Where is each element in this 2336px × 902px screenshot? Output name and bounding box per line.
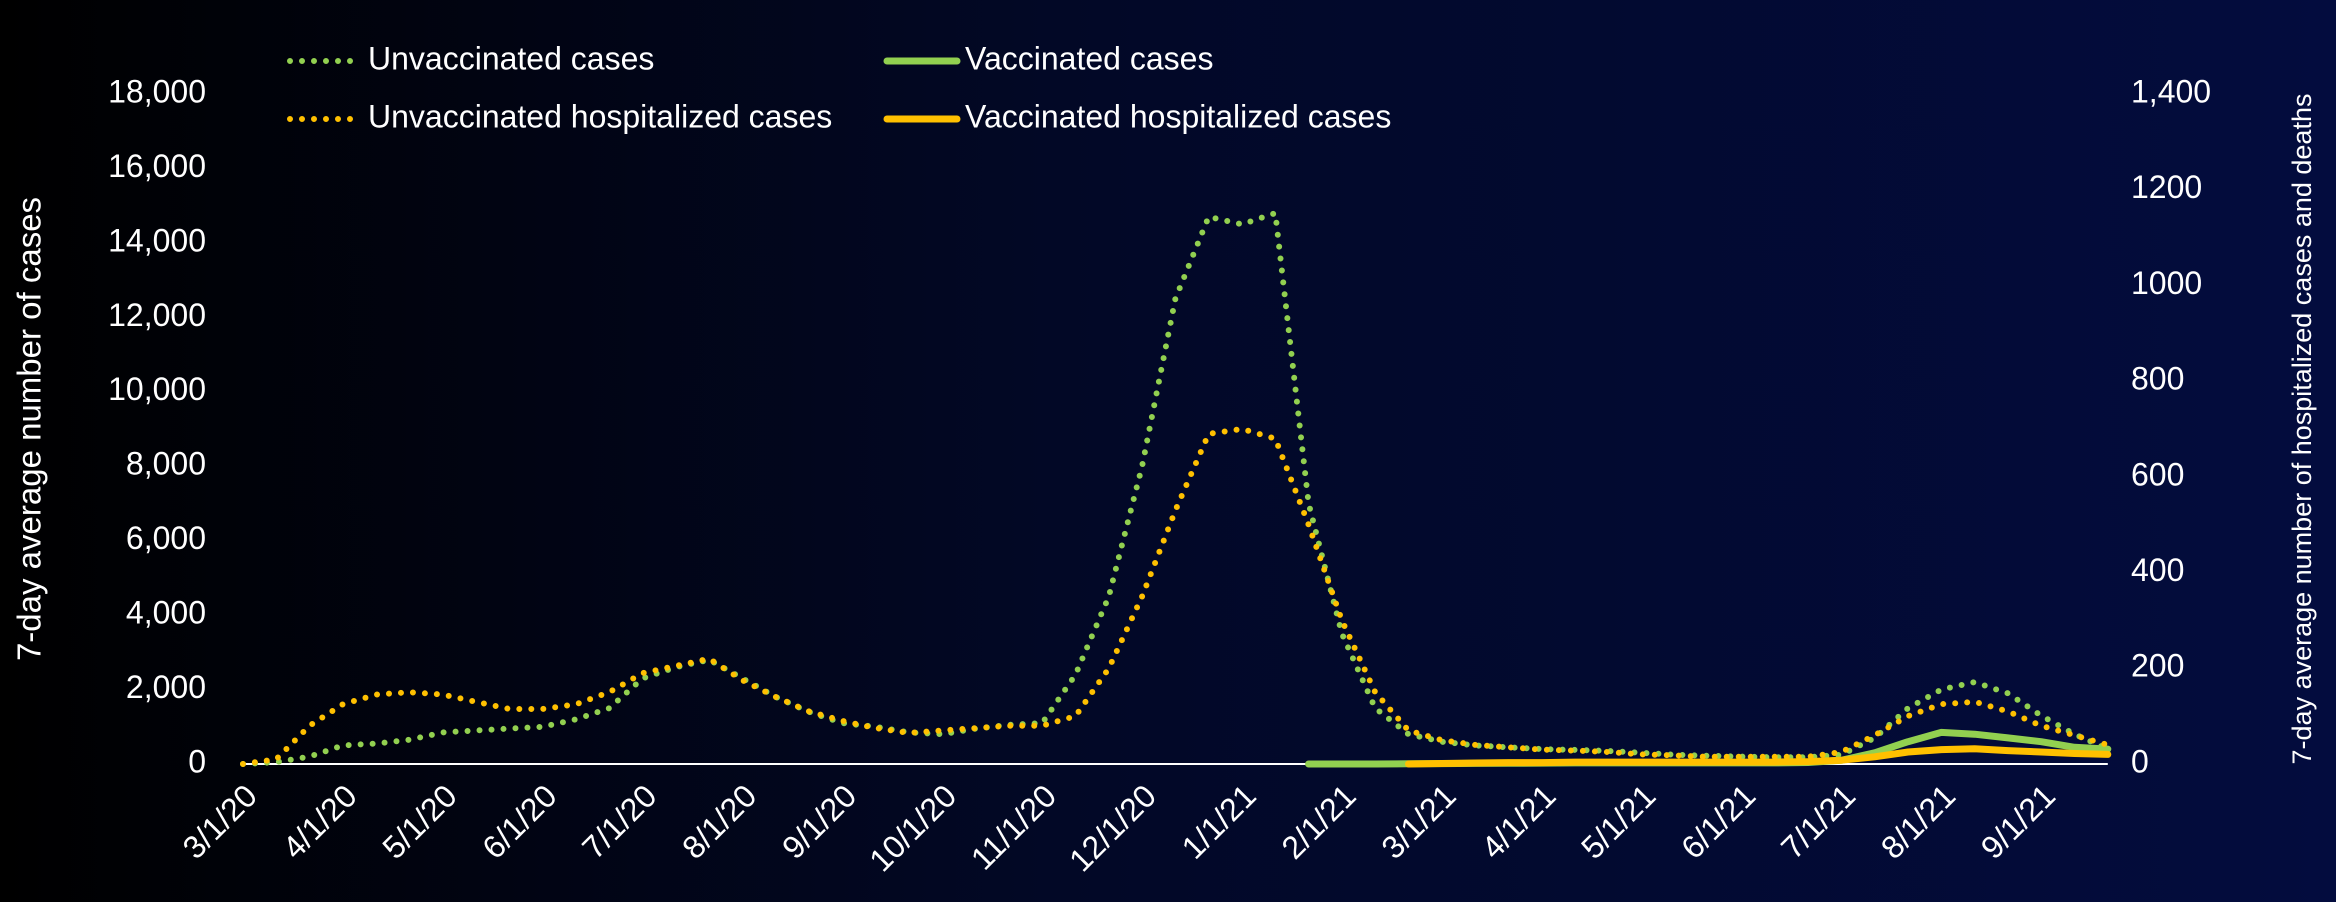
y2-tick-label: 200 [2131, 648, 2184, 684]
y2-axis-title: 7-day average number of hospitalized cas… [2287, 94, 2317, 765]
y-tick-label: 10,000 [108, 371, 206, 407]
y-tick-label: 18,000 [108, 73, 206, 109]
y-tick-label: 14,000 [108, 222, 206, 258]
y-tick-label: 4,000 [126, 595, 206, 631]
y-axis-title: 7-day average number of cases [11, 197, 48, 661]
y2-tick-label: 800 [2131, 361, 2184, 397]
y-tick-label: 6,000 [126, 520, 206, 556]
y-tick-label: 0 [188, 743, 206, 779]
legend-label: Vaccinated cases [965, 40, 1213, 76]
y-tick-label: 8,000 [126, 446, 206, 482]
series-line [1405, 745, 2112, 768]
series-line [240, 426, 2111, 767]
y2-tick-label: 600 [2131, 456, 2184, 492]
legend-label: Unvaccinated hospitalized cases [368, 98, 832, 134]
y2-tick-label: 1200 [2131, 169, 2202, 205]
series-line [240, 210, 2111, 767]
y-tick-label: 16,000 [108, 148, 206, 184]
legend-label: Unvaccinated cases [368, 40, 654, 76]
y2-tick-label: 1,400 [2131, 73, 2211, 109]
y-tick-label: 12,000 [108, 297, 206, 333]
y2-tick-label: 1000 [2131, 265, 2202, 301]
y2-tick-label: 400 [2131, 552, 2184, 588]
y-tick-label: 2,000 [126, 669, 206, 705]
y2-tick-label: 0 [2131, 743, 2149, 779]
legend-label: Vaccinated hospitalized cases [965, 98, 1391, 134]
